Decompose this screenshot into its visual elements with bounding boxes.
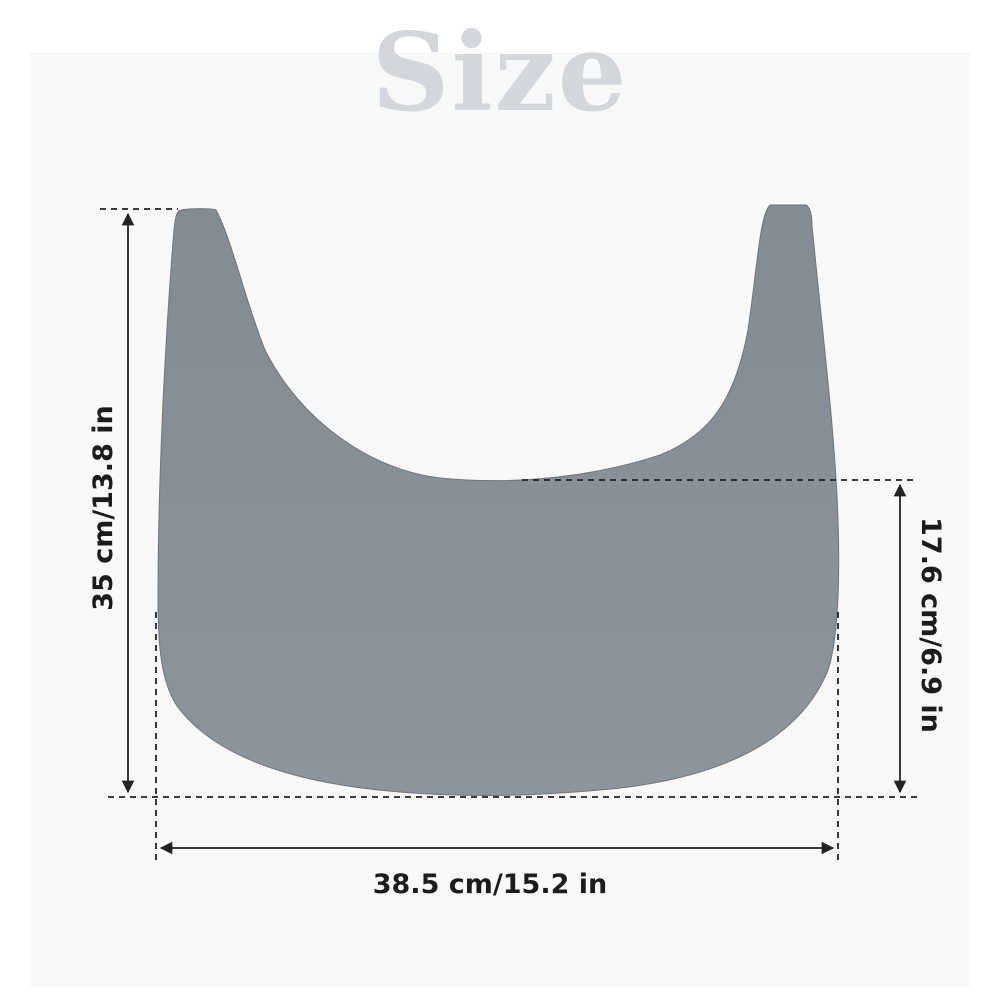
width-label: 38.5 cm/15.2 in bbox=[373, 869, 608, 900]
width-dimension bbox=[155, 612, 839, 862]
height-dimension bbox=[100, 208, 178, 794]
height-label: 35 cm/13.8 in bbox=[88, 405, 119, 610]
brim-depth-dimension bbox=[522, 479, 915, 794]
brim-depth-label: 17.6 cm/6.9 in bbox=[915, 517, 946, 733]
visor-shape bbox=[157, 204, 840, 797]
page-title: Size bbox=[371, 10, 629, 136]
